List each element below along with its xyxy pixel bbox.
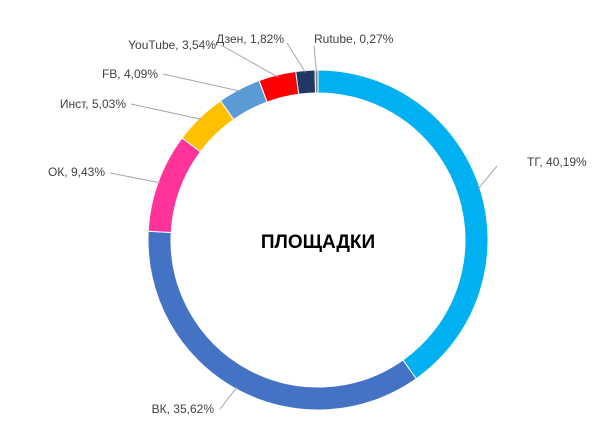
slice-label-7: Rutube, 0,27% xyxy=(314,32,394,46)
leader-line-1 xyxy=(219,386,238,410)
slices-group xyxy=(147,69,489,411)
slice-1 xyxy=(147,230,417,411)
leader-line-7 xyxy=(313,45,318,73)
slice-label-1: ВК, 35,62% xyxy=(152,402,215,416)
slice-7 xyxy=(314,69,319,94)
slice-2 xyxy=(147,137,202,233)
slice-6 xyxy=(295,69,317,95)
slice-label-6: Дзен, 1,82% xyxy=(216,32,284,46)
leader-lines-group xyxy=(109,42,498,410)
leader-line-6 xyxy=(286,42,306,73)
leader-line-4 xyxy=(162,73,241,92)
slice-label-5: YouTube, 3,54% xyxy=(128,38,216,52)
slice-0 xyxy=(317,69,489,380)
chart-center-title: ПЛОЩАДКИ xyxy=(261,232,375,253)
labels-group: ТГ, 40,19% ВК, 35,62% ОК, 9,43% Инст, 5,03%… xyxy=(48,32,587,416)
leader-line-3 xyxy=(130,103,202,120)
slice-label-3: Инст, 5,03% xyxy=(60,97,126,111)
leader-line-0 xyxy=(477,165,498,190)
slice-label-0: ТГ, 40,19% xyxy=(527,155,587,169)
leader-line-2 xyxy=(109,172,161,184)
leader-line-5 xyxy=(220,44,278,78)
slice-label-2: ОК, 9,43% xyxy=(48,165,105,179)
slice-label-4: FB, 4,09% xyxy=(102,67,158,81)
slice-5 xyxy=(258,70,300,103)
